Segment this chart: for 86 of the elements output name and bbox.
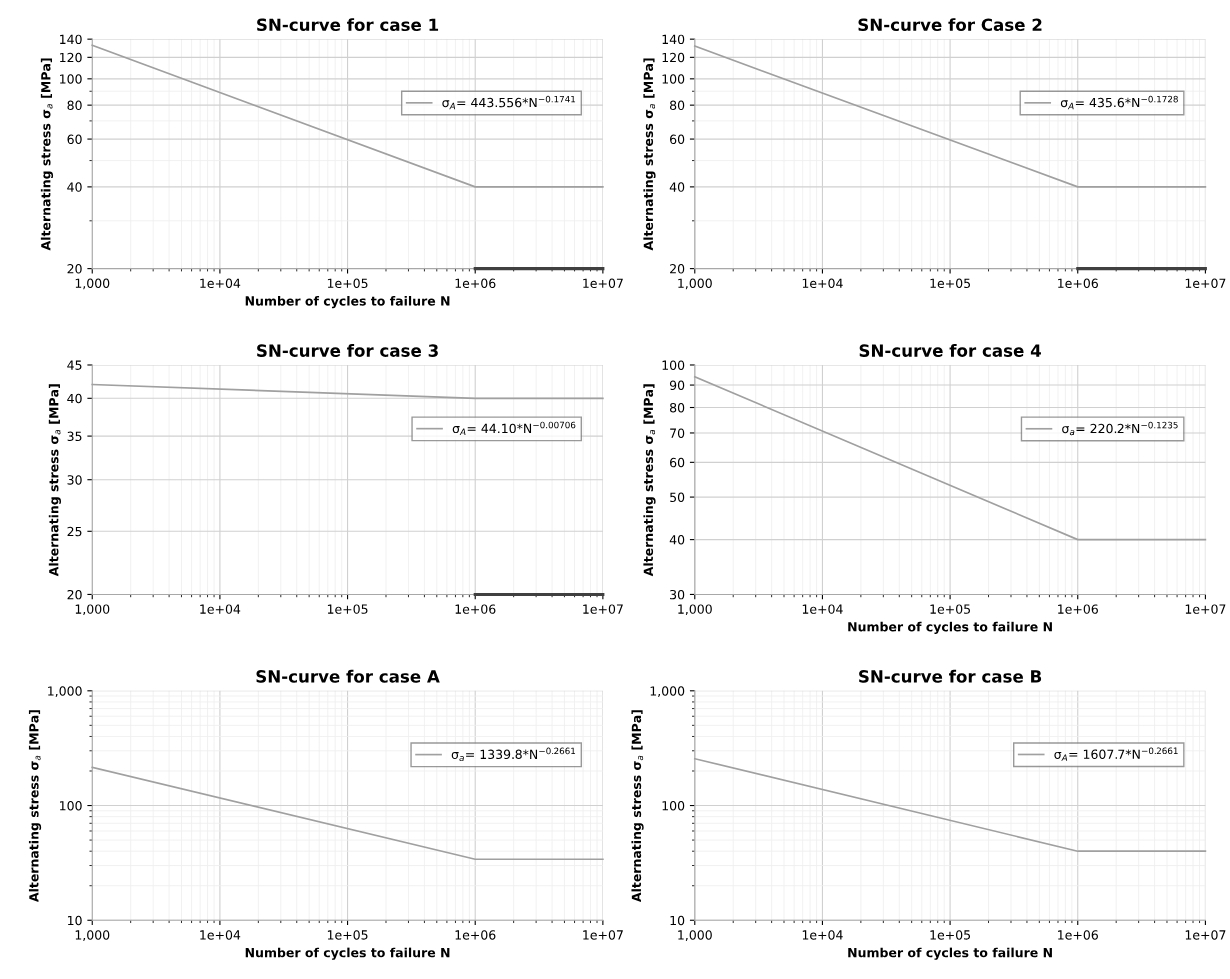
x-tick-label: 1e+04	[200, 604, 241, 614]
y-axis-title: Alternating stress σ$_{a}$ [MPa]	[48, 384, 62, 577]
chart-title: SN-curve for case 1	[257, 18, 439, 32]
y-axis-title: Alternating stress σ$_{a}$ [MPa]	[28, 710, 42, 903]
x-tick-label: 1e+05	[327, 604, 368, 614]
y-tick-label: 50	[670, 492, 685, 503]
y-tick-label: 1,000	[650, 686, 685, 698]
y-tick-label: 90	[669, 380, 685, 390]
y-axis-title: Alternating stress σ$_{a}$ [MPa]	[643, 384, 656, 577]
y-tick-label: 100	[662, 74, 685, 84]
x-tick-label: 1e+06	[1058, 604, 1098, 614]
chart-title: SN-curve for case 3	[257, 343, 438, 357]
y-tick-label: 10	[670, 915, 685, 926]
y-tick-label: 100	[60, 74, 82, 84]
y-tick-label: 140	[662, 34, 685, 45]
y-tick-label: 40	[669, 535, 685, 545]
y-tick-label: 70	[670, 428, 685, 438]
x-tick-label: 1e+05	[327, 278, 368, 289]
x-tick-label: 1,000	[678, 930, 712, 941]
y-tick-label: 60	[670, 134, 685, 144]
legend-label: σ$_{A}$= 1607.7*N$^{−0.2661}$	[1054, 747, 1178, 761]
y-tick-label: 40	[67, 182, 82, 192]
y-tick-label: 20	[67, 264, 82, 274]
x-tick-label: 1e+07	[583, 604, 623, 614]
x-tick-label: 1e+05	[930, 604, 971, 614]
x-tick-label: 1,000	[75, 604, 110, 616]
x-tick-label: 1e+04	[802, 930, 843, 940]
y-tick-label: 60	[67, 134, 82, 144]
x-tick-label: 1e+04	[802, 278, 843, 289]
chart-title: SN-curve for case B	[859, 669, 1042, 683]
y-tick-label: 45	[67, 360, 82, 370]
y-tick-label: 80	[670, 100, 685, 111]
chart-title: SN-curve for case 4	[859, 343, 1041, 357]
x-tick-label: 1,000	[678, 278, 712, 290]
x-tick-label: 1,000	[75, 930, 110, 941]
x-tick-label: 1e+07	[1185, 278, 1226, 289]
x-tick-label: 1e+07	[583, 278, 623, 289]
x-axis-title: Number of cycles to failure N	[848, 621, 1052, 635]
y-tick-label: 100	[662, 801, 685, 811]
y-tick-label: 80	[670, 402, 685, 413]
legend-label: σ$_{A}$= 44.10*N$^{−0.00706}$	[452, 421, 576, 435]
x-tick-label: 1e+06	[1058, 930, 1098, 940]
y-tick-label: 20	[67, 589, 82, 600]
y-tick-label: 1,000	[48, 686, 82, 698]
y-tick-label: 30	[670, 589, 685, 600]
y-tick-label: 35	[67, 431, 82, 442]
x-tick-label: 1e+04	[200, 278, 241, 289]
x-tick-label: 1e+05	[930, 930, 971, 940]
legend-label: σ$_{A}$= 435.6*N$^{−0.1728}$	[1060, 95, 1178, 110]
x-tick-label: 1e+04	[200, 930, 241, 940]
legend-label: σ$_{a}$= 220.2*N$^{−0.1235}$	[1062, 421, 1178, 436]
y-axis-title: Alternating stress σ$_{a}$ [MPa]	[631, 710, 644, 903]
legend-label: σ$_{a}$= 1339.8*N$^{−0.2661}$	[451, 747, 576, 762]
chart-title: SN-curve for case A	[256, 669, 440, 683]
chart-title: SN-curve for Case 2	[858, 18, 1042, 32]
x-tick-label: 1e+05	[327, 930, 368, 940]
x-tick-label: 1e+06	[455, 930, 496, 940]
x-axis-title: Number of cycles to failure N	[245, 295, 450, 309]
y-tick-label: 40	[67, 393, 82, 404]
y-tick-label: 120	[662, 52, 685, 63]
y-tick-label: 120	[60, 52, 82, 63]
y-tick-label: 100	[60, 801, 82, 811]
x-tick-label: 1e+04	[802, 604, 843, 614]
y-tick-label: 140	[60, 34, 82, 45]
legend-label: σ$_{A}$= 443.556*N$^{−0.1741}$	[442, 95, 576, 110]
y-tick-label: 40	[669, 182, 685, 192]
y-tick-label: 100	[662, 360, 685, 370]
x-tick-label: 1,000	[678, 604, 712, 616]
x-axis-title: Number of cycles to failure N	[848, 947, 1052, 960]
x-tick-label: 1e+07	[583, 930, 623, 940]
y-axis-title: Alternating stress σ$_{a}$ [MPa]	[40, 58, 54, 251]
y-tick-label: 30	[67, 475, 82, 485]
x-tick-label: 1,000	[75, 278, 110, 290]
x-tick-label: 1e+06	[1058, 278, 1098, 289]
x-tick-label: 1e+05	[930, 278, 971, 289]
y-tick-label: 10	[67, 915, 82, 926]
y-tick-label: 60	[670, 457, 685, 468]
x-axis-title: Number of cycles to failure N	[245, 947, 450, 960]
y-tick-label: 25	[67, 526, 82, 537]
y-tick-label: 80	[67, 100, 82, 111]
y-axis-title: Alternating stress σ$_{a}$ [MPa]	[643, 58, 656, 251]
x-tick-label: 1e+06	[455, 278, 496, 289]
x-tick-label: 1e+07	[1185, 930, 1226, 940]
x-tick-label: 1e+07	[1185, 604, 1226, 614]
y-tick-label: 20	[670, 264, 685, 274]
x-tick-label: 1e+06	[455, 604, 496, 614]
